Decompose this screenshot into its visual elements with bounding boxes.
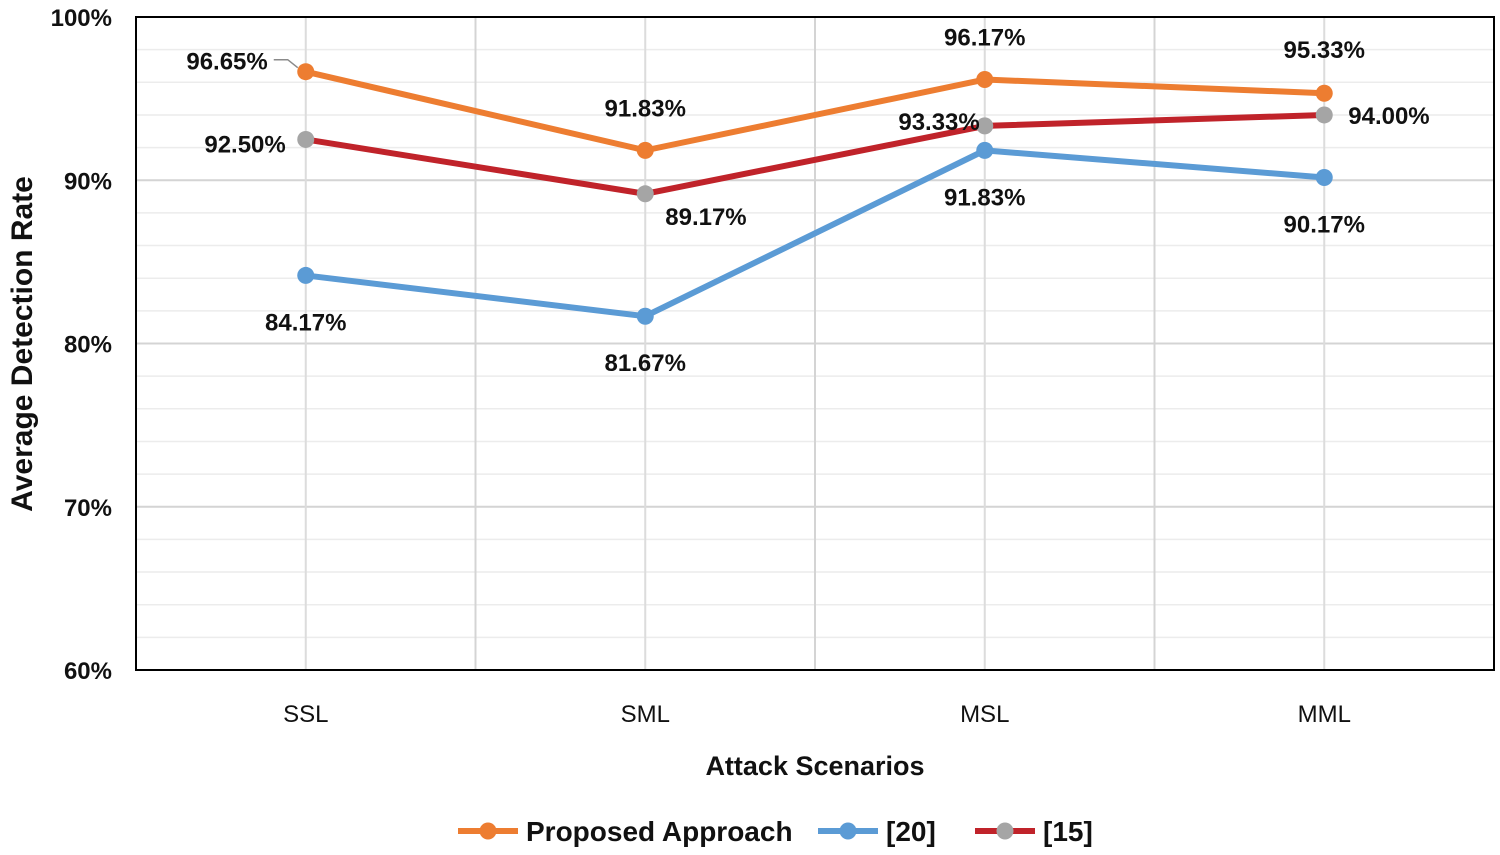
data-label: 91.83% [605, 95, 686, 122]
y-tick-label: 100% [51, 5, 112, 32]
data-label: 91.83% [944, 184, 1025, 211]
y-tick-label: 70% [64, 495, 112, 522]
x-tick-label: MSL [960, 701, 1009, 728]
series-line-0 [302, 68, 1328, 154]
y-tick-label: 90% [64, 168, 112, 195]
series-marker-1 [636, 307, 654, 325]
x-tick-label: SML [621, 701, 670, 728]
legend-swatch-marker [996, 822, 1014, 840]
legend-label: [15] [1043, 816, 1093, 847]
x-tick-label: MML [1298, 701, 1351, 728]
series-marker-0 [1315, 84, 1333, 102]
series-marker-1 [976, 141, 994, 159]
legend-swatch-marker [479, 822, 497, 840]
plot-area-border [135, 16, 1495, 671]
series-group [297, 63, 1333, 325]
x-axis-title: Attack Scenarios [705, 751, 924, 781]
x-axis-ticks: SSL SML MSL MML [283, 701, 1351, 728]
series-marker-0 [297, 63, 315, 81]
series-marker-0 [636, 141, 654, 159]
series-marker-1 [297, 266, 315, 284]
series-marker-0 [976, 71, 994, 89]
data-label: 90.17% [1284, 211, 1365, 238]
leader-line [273, 58, 299, 69]
x-tick-label: SSL [283, 701, 328, 728]
data-label: 93.33% [898, 109, 979, 136]
data-label: 95.33% [1284, 37, 1365, 64]
legend-swatch-marker [839, 822, 857, 840]
series-marker-2 [1315, 106, 1333, 124]
series-line-2 [302, 111, 1328, 197]
data-label: 81.67% [605, 350, 686, 377]
data-label: 96.65% [186, 49, 267, 76]
legend-label: [20] [886, 816, 936, 847]
series-marker-1 [1315, 168, 1333, 186]
legend: Proposed Approach [20] [15] [458, 816, 1093, 847]
legend-label: Proposed Approach [526, 816, 793, 847]
data-label: 94.00% [1348, 103, 1429, 130]
series-marker-2 [636, 185, 654, 203]
series-marker-2 [297, 130, 315, 148]
series-marker-2 [976, 117, 994, 135]
data-label: 84.17% [265, 309, 346, 336]
y-axis-title: Average Detection Rate [6, 176, 39, 512]
data-label: 89.17% [665, 204, 746, 231]
series-line-1 [302, 147, 1328, 320]
y-axis-ticks: 60% 70% 80% 90% 100% [51, 5, 112, 685]
y-tick-label: 60% [64, 658, 112, 685]
y-tick-label: 80% [64, 332, 112, 359]
data-label: 96.17% [944, 25, 1025, 52]
data-labels: 96.65% 91.83% 96.17% 95.33% 84.17% 81.67% 91.8… [186, 25, 1429, 378]
data-label: 92.50% [204, 131, 285, 158]
